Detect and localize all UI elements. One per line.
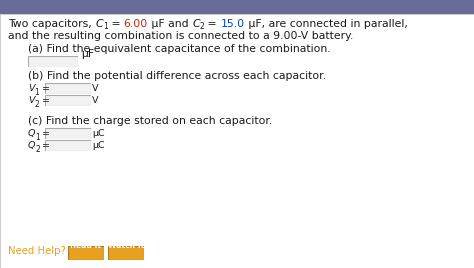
Text: 1.  ●  -/5 points SerPOPS 20.P.042.WI.: 1. ● -/5 points SerPOPS 20.P.042.WI. — [5, 2, 137, 8]
Text: (a) Find the equivalent capacitance of the combination.: (a) Find the equivalent capacitance of t… — [28, 44, 331, 54]
Text: 1: 1 — [36, 133, 40, 142]
Text: =: = — [39, 129, 54, 138]
Text: and the resulting combination is connected to a 9.00-V battery.: and the resulting combination is connect… — [8, 31, 354, 41]
Text: My Notes  ◦  Ask Your Teacher: My Notes ◦ Ask Your Teacher — [365, 2, 469, 8]
Text: =: = — [39, 141, 54, 150]
Text: μC: μC — [92, 129, 105, 138]
Text: Two capacitors,: Two capacitors, — [8, 19, 95, 29]
Text: V: V — [28, 84, 35, 93]
Text: =: = — [39, 96, 53, 105]
Text: 1: 1 — [103, 22, 108, 31]
Text: 6.00: 6.00 — [124, 19, 148, 29]
Text: μF, are connected in parallel,: μF, are connected in parallel, — [245, 19, 408, 29]
Text: V: V — [92, 84, 99, 93]
Text: Watch It: Watch It — [108, 241, 144, 250]
Text: V: V — [28, 96, 35, 105]
Text: μC: μC — [92, 141, 105, 150]
Text: Q: Q — [28, 141, 36, 150]
Text: μF and: μF and — [148, 19, 192, 29]
Text: =: = — [39, 84, 53, 93]
Text: μF: μF — [81, 49, 94, 59]
Text: 2: 2 — [36, 145, 40, 154]
Text: Need Help?: Need Help? — [8, 246, 66, 256]
Text: 2: 2 — [200, 22, 204, 31]
Text: =: = — [204, 19, 220, 29]
Text: 15.0: 15.0 — [220, 19, 245, 29]
Text: C: C — [95, 19, 103, 29]
Text: 1: 1 — [35, 88, 39, 97]
Text: V: V — [92, 96, 99, 105]
Text: C: C — [192, 19, 200, 29]
Text: =: = — [108, 19, 124, 29]
Text: (b) Find the potential difference across each capacitor.: (b) Find the potential difference across… — [28, 71, 326, 81]
Text: Q: Q — [28, 129, 36, 138]
Text: 2: 2 — [35, 100, 39, 109]
Text: Read It: Read It — [71, 241, 101, 250]
Text: (c) Find the charge stored on each capacitor.: (c) Find the charge stored on each capac… — [28, 116, 272, 126]
